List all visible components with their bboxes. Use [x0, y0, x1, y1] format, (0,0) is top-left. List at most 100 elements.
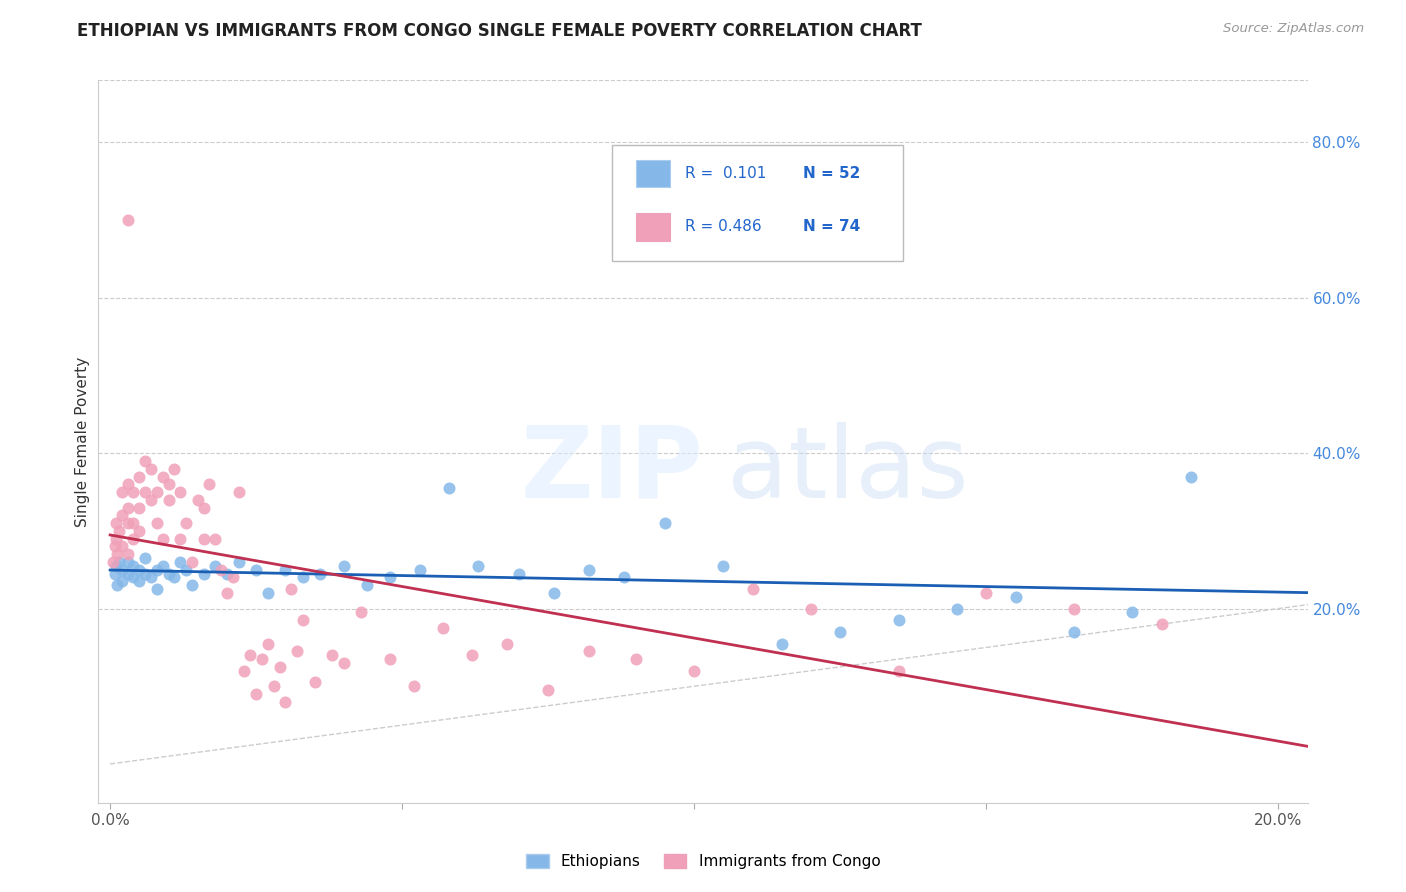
Point — [741, 582, 763, 596]
Point — [128, 500, 150, 515]
Point — [111, 563, 134, 577]
Point — [134, 454, 156, 468]
Point — [180, 578, 202, 592]
Point — [117, 547, 139, 561]
Point — [332, 656, 354, 670]
Text: R = 0.486: R = 0.486 — [685, 219, 762, 235]
Point — [239, 648, 262, 663]
Point — [537, 683, 560, 698]
Point — [180, 555, 202, 569]
Point — [578, 563, 600, 577]
Point — [830, 624, 852, 639]
Point — [111, 540, 134, 554]
Point — [332, 558, 354, 573]
Point — [134, 551, 156, 566]
Point — [321, 648, 343, 663]
Text: N = 52: N = 52 — [803, 166, 860, 181]
Point — [101, 555, 124, 569]
Point — [134, 485, 156, 500]
Point — [496, 636, 519, 650]
Point — [146, 582, 169, 596]
Point — [139, 570, 162, 584]
Point — [250, 652, 273, 666]
Point — [274, 563, 297, 577]
Point — [713, 558, 735, 573]
Point — [122, 516, 145, 530]
Point — [122, 570, 145, 584]
Point — [163, 461, 186, 475]
Point — [157, 477, 180, 491]
Point — [291, 613, 314, 627]
Point — [291, 570, 314, 584]
Point — [269, 660, 291, 674]
Point — [228, 485, 250, 500]
Point — [461, 648, 484, 663]
Point — [117, 555, 139, 569]
Point — [380, 570, 402, 584]
Point — [157, 492, 180, 507]
Point — [613, 570, 636, 584]
Point — [437, 481, 460, 495]
FancyBboxPatch shape — [637, 213, 671, 241]
Point — [1063, 601, 1085, 615]
Point — [654, 516, 676, 530]
Point — [163, 570, 186, 584]
Point — [152, 558, 174, 573]
Point — [800, 601, 823, 615]
Point — [215, 586, 238, 600]
Point — [104, 558, 127, 573]
Point — [245, 687, 267, 701]
Point — [256, 636, 278, 650]
Point — [467, 558, 489, 573]
Point — [543, 586, 565, 600]
Point — [280, 582, 302, 596]
Point — [380, 652, 402, 666]
Text: N = 74: N = 74 — [803, 219, 860, 235]
Point — [134, 566, 156, 581]
Point — [111, 485, 134, 500]
Point — [104, 516, 127, 530]
Legend: Ethiopians, Immigrants from Congo: Ethiopians, Immigrants from Congo — [519, 848, 887, 875]
Point — [1063, 624, 1085, 639]
Point — [204, 532, 226, 546]
Point — [146, 516, 169, 530]
Point — [263, 679, 285, 693]
Point — [169, 555, 191, 569]
Point — [174, 563, 197, 577]
Point — [1150, 617, 1173, 632]
FancyBboxPatch shape — [637, 160, 671, 187]
FancyBboxPatch shape — [613, 145, 903, 260]
Text: R =  0.101: R = 0.101 — [685, 166, 766, 181]
Point — [174, 516, 197, 530]
Point — [245, 563, 267, 577]
Point — [128, 574, 150, 589]
Point — [233, 664, 256, 678]
Point — [187, 492, 209, 507]
Point — [508, 566, 530, 581]
Point — [193, 566, 215, 581]
Text: ETHIOPIAN VS IMMIGRANTS FROM CONGO SINGLE FEMALE POVERTY CORRELATION CHART: ETHIOPIAN VS IMMIGRANTS FROM CONGO SINGL… — [77, 22, 922, 40]
Point — [104, 566, 127, 581]
Y-axis label: Single Female Poverty: Single Female Poverty — [75, 357, 90, 526]
Point — [402, 679, 425, 693]
Point — [350, 606, 373, 620]
Point — [228, 555, 250, 569]
Point — [128, 563, 150, 577]
Point — [111, 508, 134, 523]
Point — [105, 547, 128, 561]
Point — [215, 566, 238, 581]
Point — [683, 664, 706, 678]
Point — [128, 469, 150, 483]
Text: ZIP: ZIP — [520, 422, 703, 519]
Point — [198, 477, 221, 491]
Point — [117, 213, 139, 227]
Point — [1180, 469, 1202, 483]
Point — [117, 516, 139, 530]
Point — [122, 485, 145, 500]
Point — [946, 601, 969, 615]
Point — [356, 578, 378, 592]
Point — [204, 558, 226, 573]
Point — [624, 652, 647, 666]
Point — [209, 563, 232, 577]
Point — [193, 500, 215, 515]
